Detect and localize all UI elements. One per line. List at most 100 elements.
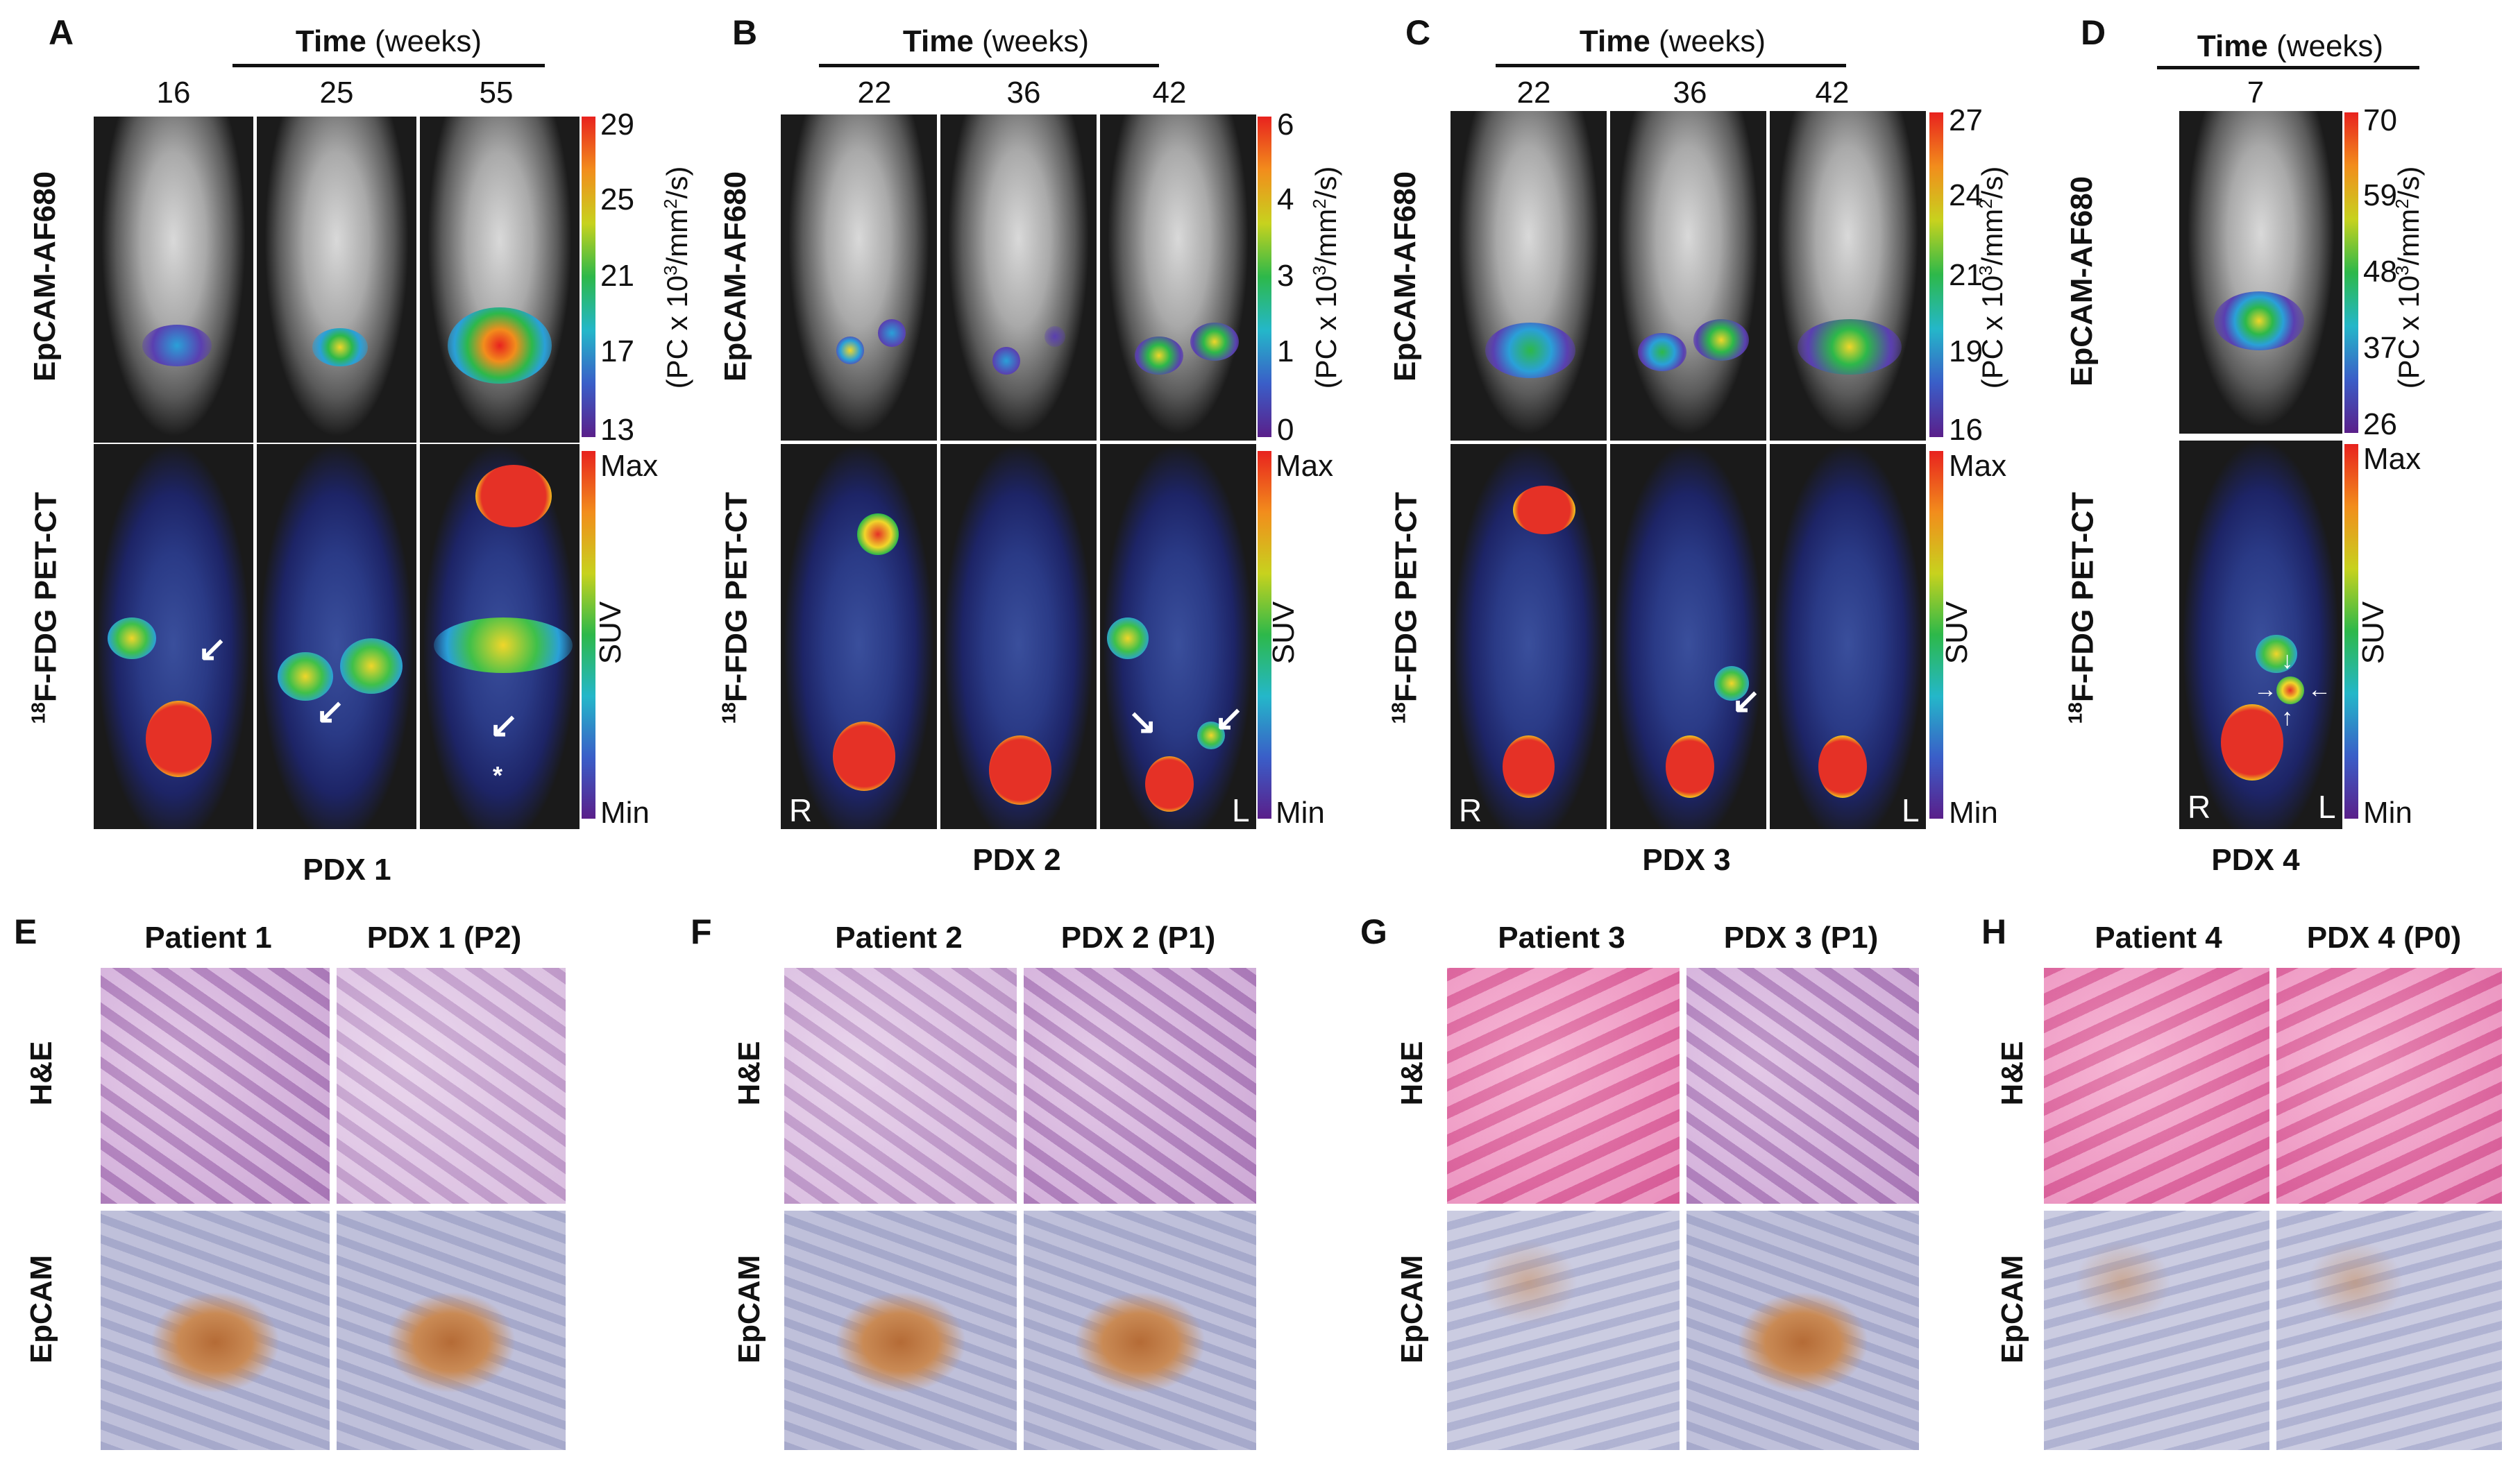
bladder-signal: [989, 735, 1051, 805]
colorbar-tick: 4: [1277, 182, 1294, 216]
time-axis-line-d: [2157, 66, 2419, 69]
panel-letter-d: D: [2081, 13, 2106, 52]
week-label: 42: [1152, 76, 1187, 110]
fluorescence-image: [1610, 111, 1766, 441]
pdx-label: PDX 1: [303, 853, 391, 887]
uptake-region: [340, 638, 403, 694]
right-marker: R: [2188, 789, 2211, 825]
time-unit: (weeks): [982, 24, 1090, 58]
row-label-he: H&E: [732, 1041, 766, 1106]
bladder-signal: [833, 722, 895, 791]
panel-letter-g: G: [1360, 912, 1387, 951]
pet-ct-image: ↘ ↙ L: [1100, 444, 1256, 829]
unit-part: (PC x 10: [661, 275, 693, 389]
colorbar-tick: 21: [1949, 258, 1983, 292]
time-label: Time: [2197, 29, 2268, 63]
time-label: Time: [902, 24, 974, 58]
isotope-superscript: 18: [2064, 702, 2086, 724]
column-header-pdx: PDX 2 (P1): [1060, 921, 1216, 955]
colorbar-tick: 19: [1949, 334, 1983, 368]
asterisk-marker: *: [493, 761, 503, 790]
uptake-region: [1107, 617, 1149, 659]
signal-blob: [1045, 326, 1065, 347]
pet-colorbar: [2344, 444, 2358, 819]
row-label-pet: 18F-FDG PET-CT: [718, 492, 754, 724]
row-label-pet-text: F-FDG PET-CT: [2065, 492, 2100, 703]
row-label-pet: 18F-FDG PET-CT: [2064, 492, 2100, 724]
week-label: 55: [479, 76, 514, 110]
uptake-region: [1513, 486, 1575, 534]
fluorescence-image: [781, 114, 937, 441]
row-label-he: H&E: [1995, 1041, 2029, 1106]
fluorescence-colorbar: [582, 117, 595, 437]
he-stain-image: [101, 968, 330, 1204]
uptake-region: [1197, 722, 1225, 749]
signal-blob: [1638, 333, 1686, 371]
isotope-superscript: 18: [27, 702, 49, 724]
epcam-stain-image: [784, 1211, 1017, 1450]
arrow-icon: ↙: [1732, 681, 1761, 720]
suv-label: SUV: [593, 601, 627, 665]
time-label: Time: [1579, 24, 1650, 58]
colorbar-tick: 3: [1277, 259, 1294, 293]
row-label-epcam: EpCAM: [1395, 1254, 1429, 1364]
colorbar-tick: 0: [1277, 413, 1294, 447]
he-stain-image: [1686, 968, 1919, 1204]
pet-ct-image: [940, 444, 1097, 829]
epcam-stain-image: [2276, 1211, 2502, 1450]
time-unit: (weeks): [375, 24, 482, 58]
pet-colorbar: [1258, 451, 1271, 819]
time-header-b: Time (weeks): [850, 26, 1142, 57]
unit-part: /s): [1976, 166, 2009, 199]
epcam-stain-image: [2044, 1211, 2269, 1450]
colorbar-tick: 6: [1277, 108, 1294, 142]
unit-part: (PC x 10: [1976, 275, 2009, 389]
row-label-fl: EpCAM-AF680: [1388, 171, 1422, 382]
fluorescence-image: [2179, 111, 2342, 434]
time-axis-line-a: [232, 64, 545, 67]
fluorescence-colorbar: [2344, 112, 2358, 433]
signal-blob: [312, 328, 368, 366]
colorbar-tick: 13: [600, 413, 634, 447]
uptake-region: [1714, 666, 1749, 701]
row-label-pet-text: F-FDG PET-CT: [28, 492, 63, 703]
unit-part: /s): [2392, 166, 2425, 199]
time-axis-line-b: [819, 64, 1159, 67]
arrow-icon: ↙: [198, 629, 227, 668]
colorbar-unit: (PC x 103/mm2/s): [1309, 160, 1342, 395]
row-label-pet: 18F-FDG PET-CT: [27, 492, 63, 724]
colorbar-tick: 21: [600, 259, 634, 293]
week-label: 7: [2247, 76, 2265, 110]
pet-min-label: Min: [1276, 796, 1325, 830]
he-stain-image: [2044, 968, 2269, 1204]
epcam-stain-image: [337, 1211, 566, 1450]
isotope-superscript: 18: [1387, 702, 1410, 724]
bladder-signal: [146, 701, 212, 777]
arrow-icon: ↘: [1128, 702, 1157, 741]
suv-label: SUV: [2356, 601, 2390, 665]
colorbar-tick: 17: [600, 334, 634, 368]
uptake-region: [108, 617, 156, 659]
colorbar-tick: 24: [1949, 178, 1983, 212]
pet-max-label: Max: [600, 449, 659, 483]
column-header-patient: Patient 4: [2095, 921, 2222, 955]
unit-sup: 2: [1975, 198, 1996, 209]
pdx-label: PDX 3: [1642, 843, 1731, 877]
signal-blob: [836, 336, 864, 364]
row-label-fl: EpCAM-AF680: [718, 171, 752, 382]
pet-ct-image: R: [781, 444, 937, 829]
pet-ct-image: ↙: [94, 444, 253, 829]
row-label-he: H&E: [1395, 1041, 1429, 1106]
unit-part: /mm: [2392, 208, 2425, 266]
week-label: 16: [156, 76, 191, 110]
colorbar-unit: (PC x 103/mm2/s): [1975, 160, 2009, 395]
unit-part: /mm: [1310, 208, 1342, 266]
panel-letter-c: C: [1405, 13, 1431, 52]
unit-sup: 3: [1309, 265, 1330, 275]
column-header-pdx: PDX 1 (P2): [366, 921, 522, 955]
unit-sup: 3: [2392, 265, 2412, 275]
colorbar-tick: 59: [2363, 178, 2397, 212]
unit-part: /mm: [661, 208, 693, 266]
fluorescence-image: [940, 114, 1097, 441]
unit-part: /s): [1310, 166, 1342, 199]
